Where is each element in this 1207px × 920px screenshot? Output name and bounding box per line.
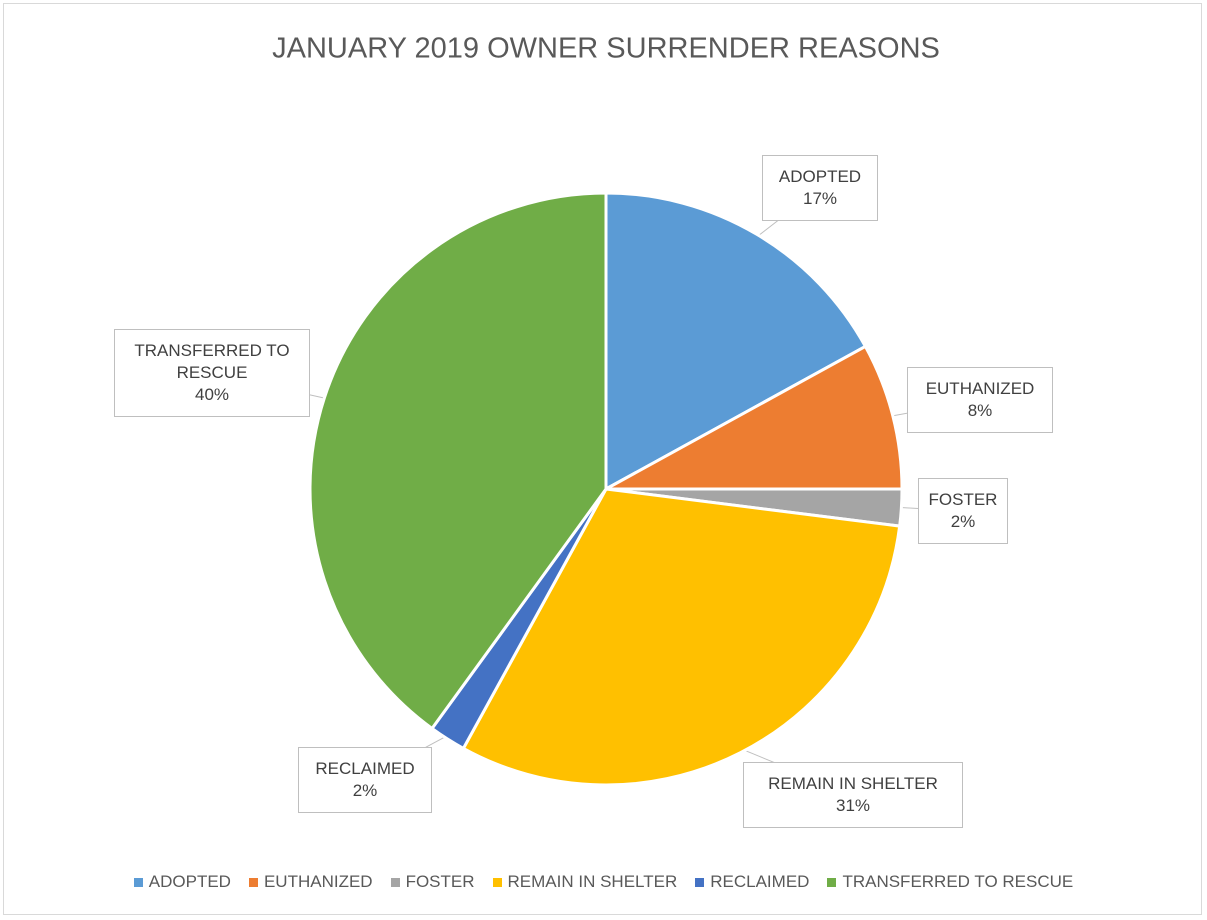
legend-swatch [133, 877, 143, 887]
pie-slice [308, 191, 608, 731]
data-label-value: 31% [835, 796, 871, 815]
chart-frame [3, 3, 1202, 915]
data-label-category: ADOPTED [778, 167, 862, 186]
legend-label: RECLAIMED [710, 872, 810, 891]
legend-item: FOSTER [390, 872, 475, 892]
pie-slice [461, 487, 902, 787]
data-label-value: 17% [802, 189, 838, 208]
data-label: FOSTER 2% [918, 478, 1008, 544]
chart-title: JANUARY 2019 OWNER SURRENDER REASONS [272, 33, 940, 65]
legend-label: FOSTER [405, 872, 475, 891]
data-label-category: TRANSFERRED TO RESCUE [134, 341, 290, 382]
legend-item: REMAIN IN SHELTER [492, 872, 678, 892]
legend-label: EUTHANIZED [263, 872, 373, 891]
slices [308, 191, 904, 787]
data-label-category: RECLAIMED [315, 759, 415, 778]
data-label: TRANSFERRED TO RESCUE 40% [114, 329, 310, 417]
data-label: EUTHANIZED 8% [907, 367, 1053, 433]
legend-item: TRANSFERRED TO RESCUE [827, 872, 1073, 892]
legend-item: RECLAIMED [695, 872, 809, 892]
data-label-category: FOSTER [928, 490, 998, 509]
data-label-category: EUTHANIZED [925, 379, 1035, 398]
data-label: RECLAIMED 2% [298, 747, 432, 813]
pie-slice [604, 191, 868, 492]
legend-label: TRANSFERRED TO RESCUE [842, 872, 1074, 891]
pie-slice [605, 344, 904, 491]
data-label-value: 40% [194, 385, 230, 404]
data-label: ADOPTED 17% [762, 155, 878, 221]
legend-label: REMAIN IN SHELTER [507, 872, 678, 891]
data-label: REMAIN IN SHELTER 31% [743, 762, 963, 828]
legend: ADOPTED EUTHANIZED FOSTER REMAIN IN SHELTER… [0, 872, 1207, 892]
legend-swatch [248, 877, 258, 887]
data-label-category: REMAIN IN SHELTER [768, 774, 938, 793]
legend-swatch [492, 877, 502, 887]
data-label-value: 2% [950, 512, 976, 531]
legend-swatch [827, 877, 837, 887]
legend-item: ADOPTED [133, 872, 231, 892]
data-label-value: 2% [352, 781, 378, 800]
legend-item: EUTHANIZED [248, 872, 373, 892]
legend-swatch [390, 877, 400, 887]
legend-swatch [695, 877, 705, 887]
legend-label: ADOPTED [148, 872, 231, 891]
data-label-value: 8% [967, 401, 993, 420]
